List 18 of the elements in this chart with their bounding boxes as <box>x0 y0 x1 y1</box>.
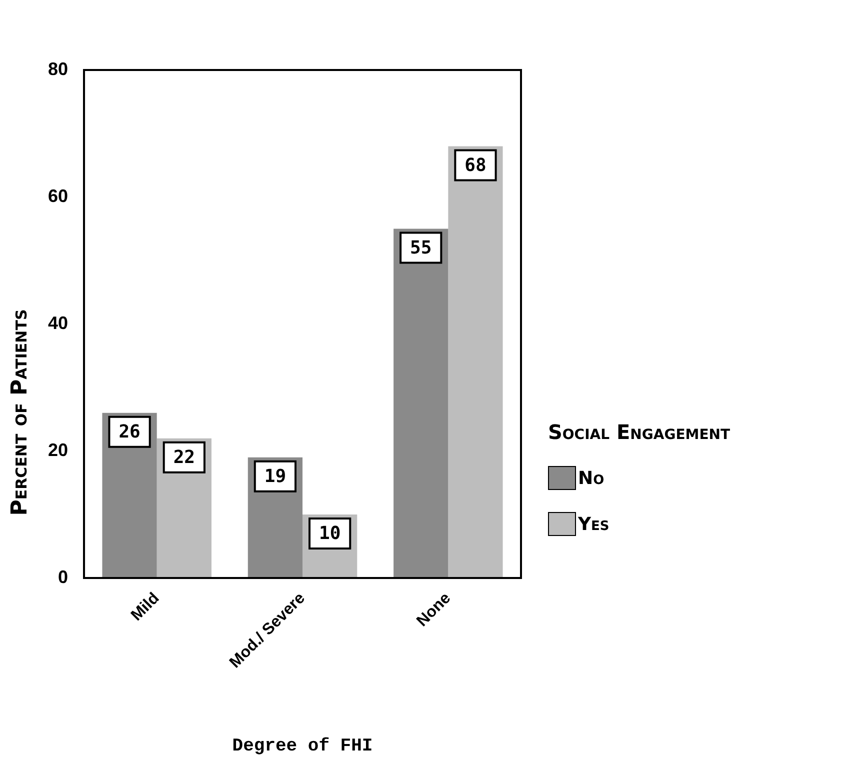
legend-title: Social Engagement <box>548 420 730 444</box>
y-tick-label: 40 <box>48 312 68 333</box>
data-label: 10 <box>318 523 341 544</box>
legend-label: No <box>578 468 604 488</box>
data-label: 26 <box>118 422 140 443</box>
y-tick-label: 20 <box>48 440 68 460</box>
y-tick-label: 0 <box>58 567 68 587</box>
data-label: 55 <box>410 237 432 258</box>
bar <box>394 228 448 578</box>
y-tick-label: 80 <box>48 58 68 79</box>
x-axis-title: Degree of FHI <box>232 736 373 757</box>
y-tick-label: 60 <box>48 186 68 206</box>
data-label: 19 <box>264 466 286 488</box>
data-label: 68 <box>464 154 486 176</box>
legend-label: Yes <box>578 514 610 534</box>
data-label: 22 <box>173 446 196 468</box>
bar <box>448 146 503 578</box>
y-axis-title: Percent of Patients <box>8 308 32 518</box>
